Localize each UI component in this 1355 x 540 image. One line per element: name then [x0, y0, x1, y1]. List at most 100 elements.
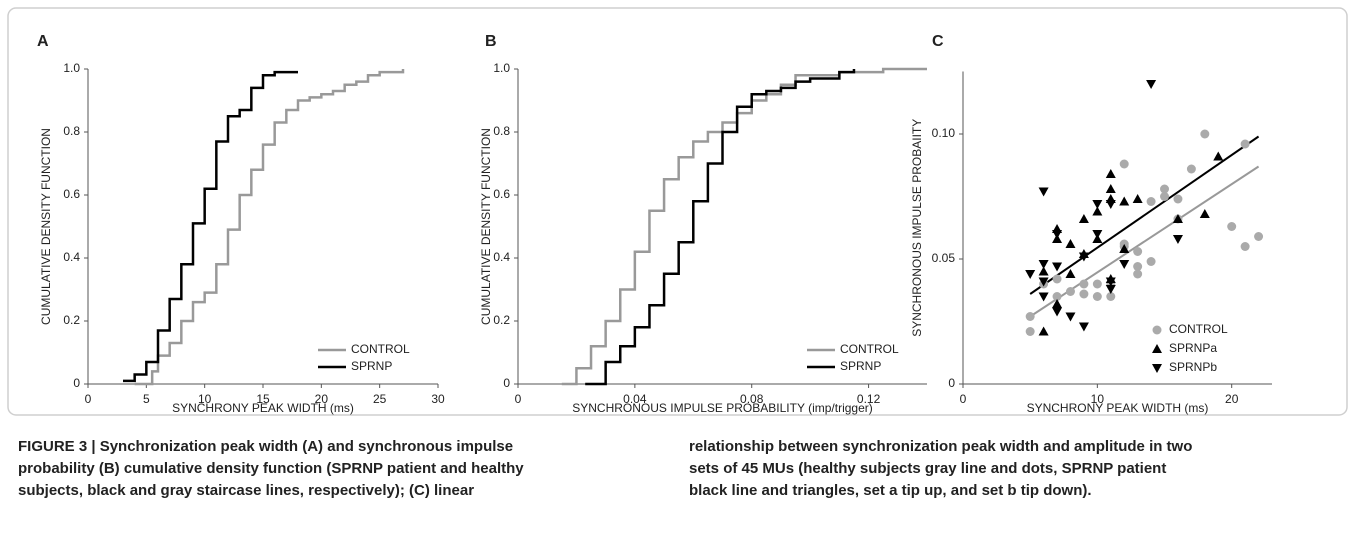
point [1146, 257, 1156, 266]
y-tick-label: 0 [73, 376, 80, 390]
point [1092, 230, 1103, 239]
x-tick-label: 0.04 [623, 392, 647, 406]
x-tick-label: 5 [143, 392, 150, 406]
point [1065, 312, 1076, 322]
point [1240, 139, 1250, 149]
panel-letter: A [37, 33, 49, 50]
point [1052, 262, 1063, 272]
y-axis-label: CUMULATIVE DENSITY FUNCTION [479, 128, 493, 325]
point [1146, 80, 1157, 89]
point [1078, 322, 1089, 332]
legend-label: CONTROL [351, 342, 410, 356]
caption-line: relationship between synchronization pea… [689, 438, 1192, 455]
point [1079, 279, 1089, 289]
point [1160, 192, 1170, 201]
point [1227, 222, 1237, 231]
point [1160, 184, 1170, 194]
fit-line [1029, 165, 1260, 318]
point [1105, 200, 1116, 209]
point [1065, 269, 1076, 278]
y-tick-label: 1.0 [493, 61, 510, 75]
point [1200, 129, 1210, 139]
point [1254, 232, 1264, 241]
point [1106, 292, 1116, 301]
point [1025, 327, 1035, 336]
point [1092, 200, 1103, 209]
point [1172, 214, 1183, 223]
point [1038, 266, 1049, 276]
y-tick-label: 0.8 [63, 124, 80, 138]
point [1186, 164, 1196, 174]
point [1065, 239, 1076, 248]
point [1052, 307, 1063, 317]
x-tick-label: 20 [1225, 392, 1239, 406]
cdf-line [561, 67, 927, 386]
legend-label: SPRNPa [1169, 341, 1217, 355]
legend-label: SPRNPb [1169, 360, 1217, 374]
x-tick-label: 0.12 [857, 392, 881, 406]
legend-label: CONTROL [840, 342, 899, 356]
y-tick-label: 0 [948, 376, 955, 390]
panel-letter: C [932, 33, 944, 50]
point [1052, 230, 1063, 239]
point [1105, 184, 1116, 193]
point [1079, 289, 1089, 299]
point [1052, 292, 1062, 301]
y-axis-label: SYNCHRONOUS IMPULSE PROBAIITY [910, 119, 924, 337]
point [1105, 285, 1116, 294]
point [1133, 262, 1143, 271]
y-tick-label: 0.8 [493, 124, 510, 138]
y-tick-label: 0 [503, 376, 510, 390]
x-tick-label: 20 [315, 392, 329, 406]
point [1092, 292, 1102, 301]
point [1052, 299, 1063, 308]
point [1038, 277, 1049, 287]
point [1132, 194, 1143, 203]
caption-line: subjects, black and gray staircase lines… [18, 482, 474, 499]
x-tick-label: 30 [431, 392, 445, 406]
point [1065, 287, 1075, 296]
point [1038, 326, 1049, 336]
x-tick-label: 0.08 [740, 392, 764, 406]
y-tick-label: 0.05 [932, 251, 956, 265]
caption-line: sets of 45 MUs (healthy subjects gray li… [689, 460, 1166, 477]
point [1038, 260, 1049, 269]
cdf-line [134, 69, 405, 386]
caption-line: black line and triangles, set a tip up, … [689, 482, 1092, 499]
point [1146, 197, 1156, 206]
point [1025, 270, 1036, 279]
x-tick-label: 10 [1091, 392, 1105, 406]
point [1119, 244, 1130, 253]
point [1038, 187, 1049, 197]
point [1172, 235, 1183, 244]
point [1119, 196, 1130, 206]
point [1133, 269, 1143, 279]
x-tick-label: 10 [198, 392, 212, 406]
point [1119, 260, 1130, 269]
legend-label: SPRNP [351, 359, 392, 373]
x-axis-label: SYNCHRONY PEAK WIDTH (ms) [1027, 401, 1209, 415]
y-tick-label: 0.2 [63, 313, 80, 327]
point [1173, 194, 1183, 204]
y-tick-label: 0.4 [63, 250, 80, 264]
x-tick-label: 25 [373, 392, 387, 406]
y-tick-label: 0.2 [493, 313, 510, 327]
point [1078, 252, 1089, 262]
panel-letter: B [485, 33, 497, 50]
caption-line: probability (B) cumulative density funct… [18, 460, 524, 477]
point [1105, 169, 1116, 178]
y-tick-label: 0.6 [63, 187, 80, 201]
point [1240, 242, 1250, 251]
x-tick-label: 0 [515, 392, 522, 406]
panel-frame [7, 7, 1348, 416]
x-tick-label: 15 [256, 392, 270, 406]
point [1133, 247, 1143, 256]
point [1199, 209, 1210, 218]
y-tick-label: 0.4 [493, 250, 510, 264]
x-axis-label: SYNCHRONY PEAK WIDTH (ms) [172, 401, 354, 415]
legend-marker [1152, 364, 1162, 373]
point [1092, 279, 1102, 289]
fit-line [1029, 135, 1260, 295]
y-tick-label: 0.10 [932, 126, 956, 140]
